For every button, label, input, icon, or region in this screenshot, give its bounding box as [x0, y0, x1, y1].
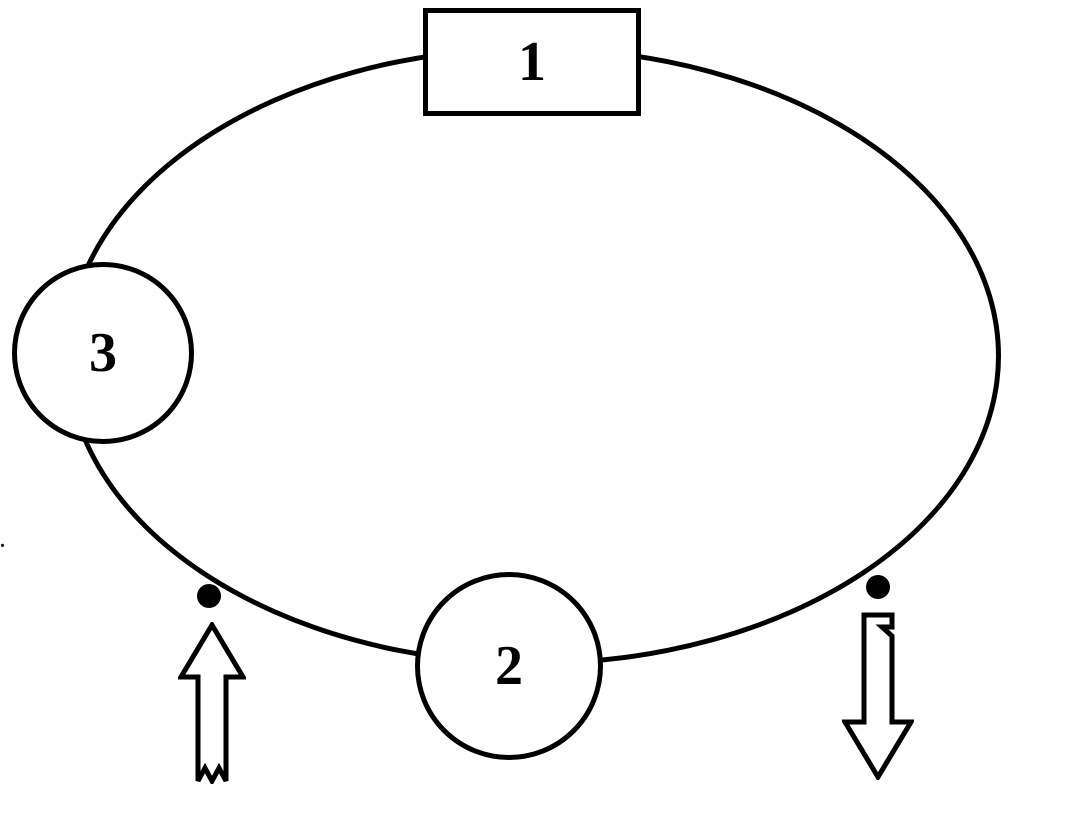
- arrow-in-icon: [178, 622, 246, 784]
- node-1-label: 1: [518, 30, 546, 94]
- node-3-circle: 3: [12, 262, 194, 444]
- diagram-container: 1 3 2 .: [0, 0, 1072, 813]
- dot-outlet: [866, 575, 890, 599]
- node-2-label: 2: [495, 634, 523, 698]
- stray-mark: .: [0, 530, 5, 553]
- node-1-rect: 1: [423, 8, 641, 116]
- node-3-label: 3: [89, 321, 117, 385]
- arrow-out-icon: [842, 612, 914, 780]
- ellipse-ring: [65, 46, 1001, 666]
- node-2-circle: 2: [415, 572, 603, 760]
- dot-inlet: [197, 584, 221, 608]
